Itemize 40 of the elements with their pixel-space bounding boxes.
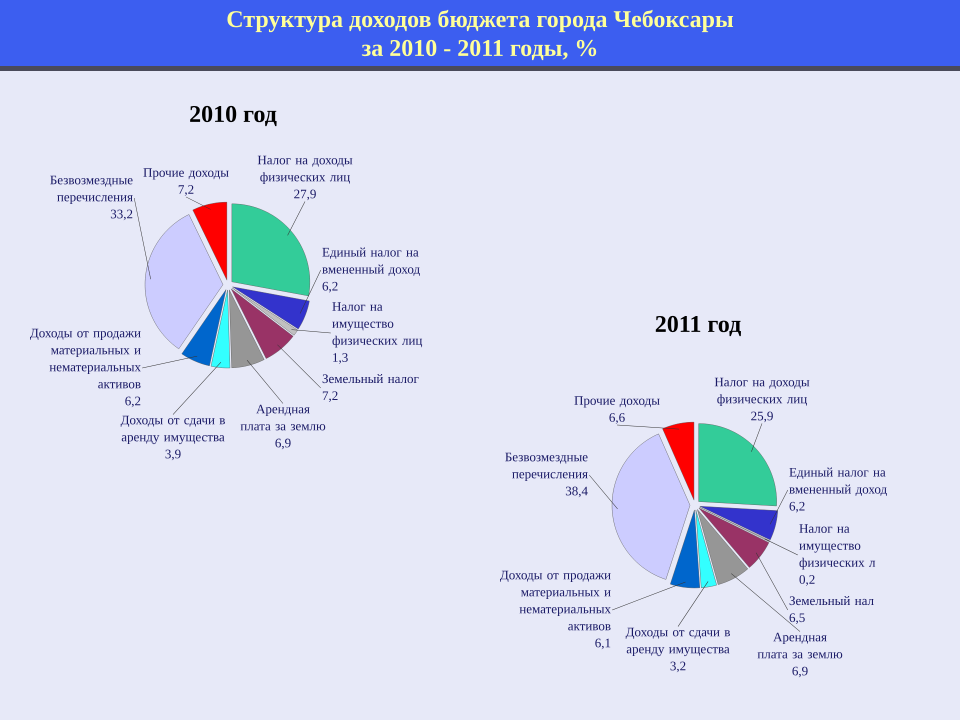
slice-label: Налог на доходы физических лиц: [714, 378, 810, 406]
data-label: 6,2: [790, 502, 805, 512]
slice-label: Арендная плата за землю: [240, 404, 326, 430]
text: за 2010 - 2011 годы, %: [362, 40, 596, 60]
slice-label: Земельный налог: [322, 374, 419, 384]
data-label: 27,9: [294, 190, 316, 200]
data-label: 7,2: [178, 185, 194, 196]
data-label: 0,2: [800, 575, 815, 586]
data-label: 3,9: [166, 450, 181, 460]
data-label: 6,5: [790, 613, 805, 624]
data-label: 7,2: [322, 391, 338, 402]
slice-label: Безвозмездные перечисления: [50, 176, 133, 204]
slice-label: Доходы от сдачи в аренду имущества: [626, 628, 730, 656]
slice-label: Налог на имущество физических л: [799, 524, 876, 570]
data-label: 33,2: [110, 210, 132, 220]
slice-label: Налог на имущество физических лиц: [332, 302, 422, 348]
chart-title: 2010 год: [190, 106, 277, 126]
text: Структура доходов бюджета города Чебоксары: [227, 10, 734, 32]
slice-label: Арендная плата за землю: [758, 632, 842, 658]
data-label: 6,1: [595, 638, 610, 650]
data-label: 6,6: [609, 413, 625, 424]
data-label: 6,9: [275, 438, 291, 450]
slice-label: Доходы от продажи материальных и нематериальных активов: [500, 570, 611, 630]
slice-label: Безвозмездные перечисления: [505, 452, 588, 482]
data-label: 6,9: [792, 666, 808, 678]
slice-label: Земельный нал: [790, 596, 874, 606]
slice-label: Прочие доходы: [574, 396, 660, 408]
slice-label: Доходы от сдачи в аренду имущества: [120, 416, 225, 444]
data-label: 6,2: [125, 396, 140, 408]
data-label: 25,9: [751, 412, 773, 422]
slice-label: Налог на доходы физических лиц: [258, 156, 352, 184]
data-label: 3,2: [670, 662, 686, 672]
slice-label: Прочие доходы: [143, 168, 229, 180]
chart-title: 2011 год: [656, 316, 741, 336]
data-label: 6,2: [322, 282, 338, 292]
slice-label: Единый налог на вмененный доход: [322, 248, 420, 276]
slice-label: Доходы от продажи материальных и нематериальных активов: [30, 328, 141, 388]
data-label: 38,4: [566, 486, 588, 498]
slice-label: Единый налог на вмененный доход: [789, 468, 887, 496]
data-label: 1,3: [333, 353, 348, 364]
